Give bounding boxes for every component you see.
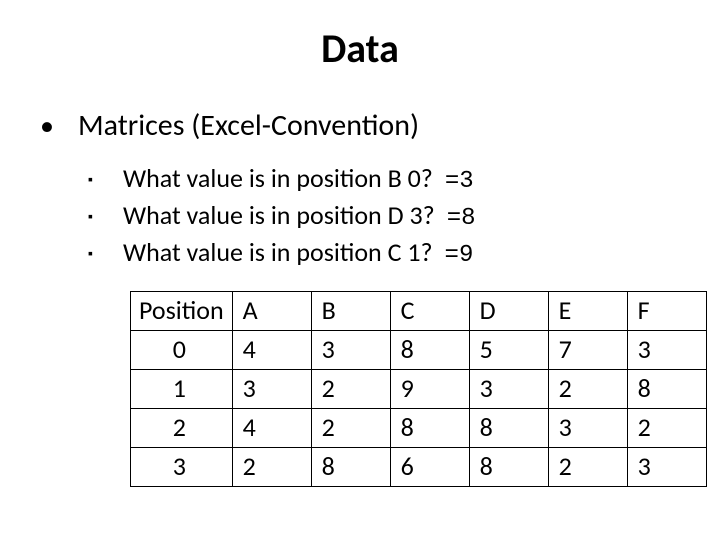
header-col: A xyxy=(232,292,311,331)
square-bullet-icon: ▪ xyxy=(88,171,93,188)
matrix-table: Position A B C D E F 0 4 3 8 5 7 3 1 3 2 xyxy=(130,291,707,487)
cell: 2 xyxy=(311,409,390,448)
table-row: 2 4 2 8 8 3 2 xyxy=(131,409,707,448)
sub-bullet-item: ▪ What value is in position D 3? =8 xyxy=(88,199,720,232)
cell: 4 xyxy=(232,409,311,448)
answer-text: =9 xyxy=(445,242,474,269)
cell: 3 xyxy=(627,331,706,370)
row-label: 3 xyxy=(131,448,233,487)
cell: 2 xyxy=(232,448,311,487)
row-label: 1 xyxy=(131,370,233,409)
bullet-icon: • xyxy=(40,112,54,140)
header-col: F xyxy=(627,292,706,331)
main-bullet-text: Matrices (Excel-Convention) xyxy=(78,107,419,144)
cell: 4 xyxy=(232,331,311,370)
table-row: 3 2 8 6 8 2 3 xyxy=(131,448,707,487)
cell: 8 xyxy=(627,370,706,409)
question-text: What value is in position B 0? xyxy=(123,162,433,194)
header-col: C xyxy=(390,292,469,331)
cell: 9 xyxy=(390,370,469,409)
answer-text: =8 xyxy=(447,205,476,232)
cell: 2 xyxy=(627,409,706,448)
cell: 8 xyxy=(390,409,469,448)
cell: 3 xyxy=(311,331,390,370)
sub-bullet-item: ▪ What value is in position B 0? =3 xyxy=(88,162,720,195)
main-bullet: • Matrices (Excel-Convention) xyxy=(40,107,720,144)
table-row: 1 3 2 9 3 2 8 xyxy=(131,370,707,409)
cell: 3 xyxy=(548,409,627,448)
cell: 2 xyxy=(311,370,390,409)
cell: 3 xyxy=(627,448,706,487)
cell: 2 xyxy=(548,448,627,487)
question-text: What value is in position D 3? xyxy=(123,199,435,231)
square-bullet-icon: ▪ xyxy=(88,208,93,225)
cell: 3 xyxy=(232,370,311,409)
cell: 8 xyxy=(390,331,469,370)
row-label: 0 xyxy=(131,331,233,370)
header-col: E xyxy=(548,292,627,331)
table-row: 0 4 3 8 5 7 3 xyxy=(131,331,707,370)
page-title: Data xyxy=(0,0,720,73)
cell: 8 xyxy=(469,409,548,448)
cell: 2 xyxy=(548,370,627,409)
header-position: Position xyxy=(131,292,233,331)
table-header-row: Position A B C D E F xyxy=(131,292,707,331)
cell: 8 xyxy=(311,448,390,487)
square-bullet-icon: ▪ xyxy=(88,245,93,262)
question-text: What value is in position C 1? xyxy=(123,236,433,268)
header-col: B xyxy=(311,292,390,331)
cell: 6 xyxy=(390,448,469,487)
answer-text: =3 xyxy=(445,168,474,195)
cell: 5 xyxy=(469,331,548,370)
sub-bullet-list: ▪ What value is in position B 0? =3 ▪ Wh… xyxy=(88,162,720,269)
slide: Data • Matrices (Excel-Convention) ▪ Wha… xyxy=(0,0,720,540)
cell: 7 xyxy=(548,331,627,370)
cell: 3 xyxy=(469,370,548,409)
row-label: 2 xyxy=(131,409,233,448)
sub-bullet-item: ▪ What value is in position C 1? =9 xyxy=(88,236,720,269)
cell: 8 xyxy=(469,448,548,487)
matrix-table-wrap: Position A B C D E F 0 4 3 8 5 7 3 1 3 2 xyxy=(130,291,720,487)
header-col: D xyxy=(469,292,548,331)
